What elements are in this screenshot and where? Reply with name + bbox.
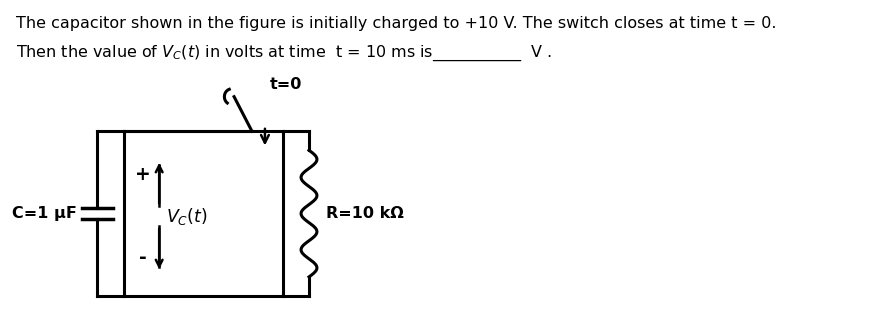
Text: The capacitor shown in the figure is initially charged to +10 V. The switch clos: The capacitor shown in the figure is ini… (17, 16, 777, 31)
Text: +: + (135, 165, 151, 184)
Text: $V_C(t)$: $V_C(t)$ (166, 205, 208, 227)
Text: C=1 μF: C=1 μF (12, 206, 77, 221)
Text: R=10 kΩ: R=10 kΩ (326, 206, 403, 221)
Text: Then the value of $V_C(t)$ in volts at time  t = 10 ms is___________  V .: Then the value of $V_C(t)$ in volts at t… (17, 43, 553, 63)
Text: t=0: t=0 (270, 77, 302, 92)
Text: -: - (140, 248, 148, 267)
